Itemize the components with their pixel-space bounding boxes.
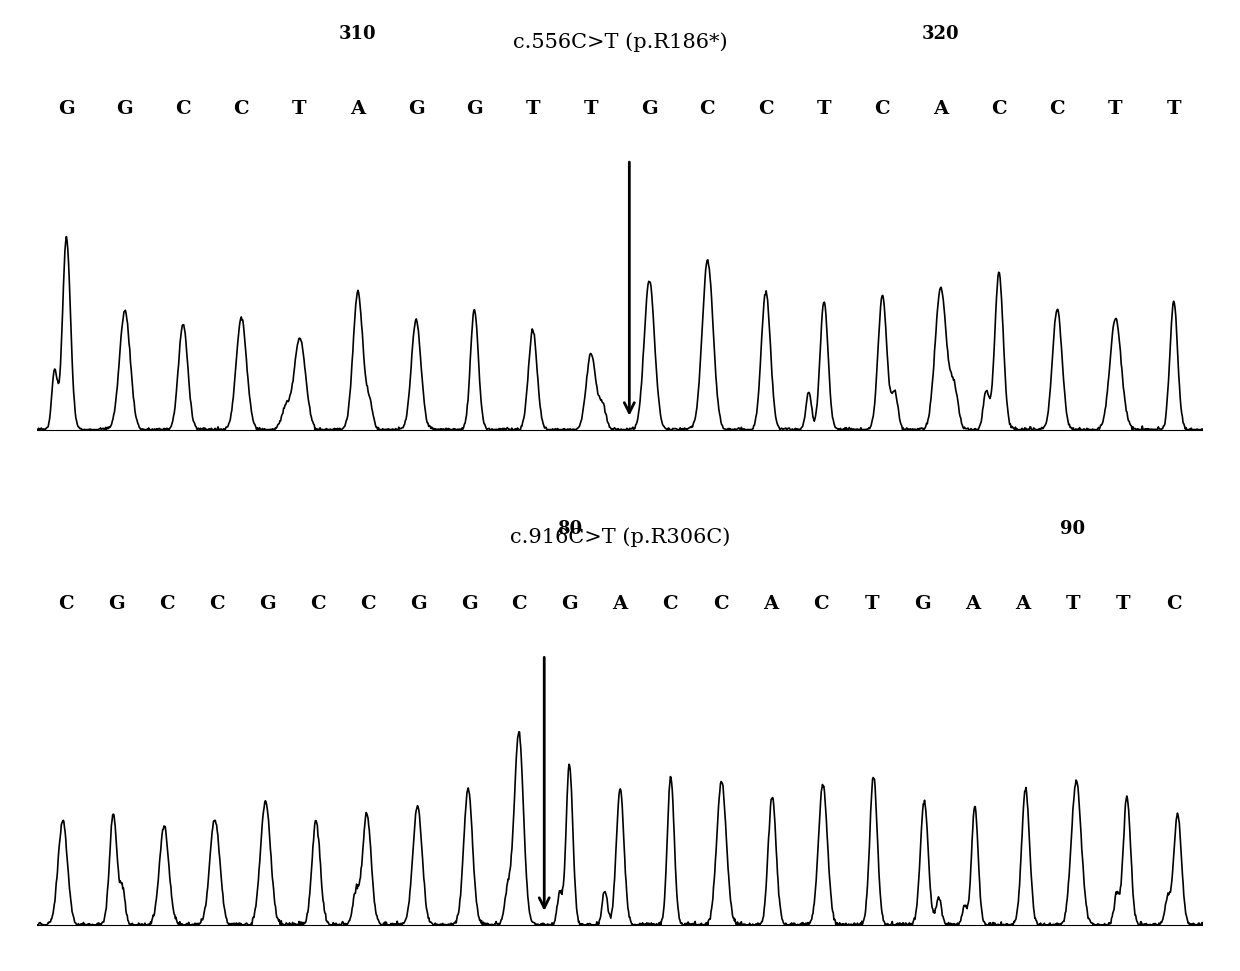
Text: C: C [662,595,678,613]
Text: 90: 90 [1060,520,1085,538]
Text: G: G [466,100,482,117]
Text: C: C [175,100,191,117]
Text: C: C [1166,595,1182,613]
Text: C: C [699,100,715,117]
Text: C: C [1049,100,1065,117]
Text: G: G [259,595,277,613]
Text: C: C [58,595,74,613]
Text: c.916C>T (p.R306C): c.916C>T (p.R306C) [510,527,730,547]
Text: 80: 80 [557,520,583,538]
Text: G: G [914,595,930,613]
Text: T: T [1065,595,1080,613]
Text: 310: 310 [339,25,377,43]
Text: T: T [1116,595,1131,613]
Text: C: C [874,100,890,117]
Text: G: G [58,100,74,117]
Text: G: G [461,595,477,613]
Text: C: C [159,595,175,613]
Text: c.556C>T (p.R186*): c.556C>T (p.R186*) [512,32,728,51]
Text: C: C [991,100,1007,117]
Text: G: G [108,595,125,613]
Text: T: T [864,595,879,613]
Text: T: T [1109,100,1122,117]
Text: A: A [350,100,366,117]
Text: A: A [932,100,949,117]
Text: G: G [562,595,578,613]
Text: A: A [613,595,627,613]
Text: 320: 320 [921,25,960,43]
Text: T: T [584,100,598,117]
Text: C: C [210,595,226,613]
Text: C: C [758,100,774,117]
Text: T: T [817,100,831,117]
Text: A: A [965,595,980,613]
Text: G: G [408,100,424,117]
Text: T: T [1167,100,1180,117]
Text: A: A [1016,595,1030,613]
Text: C: C [310,595,326,613]
Text: T: T [526,100,539,117]
Text: C: C [813,595,830,613]
Text: C: C [512,595,527,613]
Text: C: C [233,100,249,117]
Text: G: G [117,100,133,117]
Text: C: C [713,595,728,613]
Text: T: T [293,100,306,117]
Text: C: C [361,595,376,613]
Text: A: A [764,595,779,613]
Text: G: G [410,595,427,613]
Text: G: G [641,100,657,117]
